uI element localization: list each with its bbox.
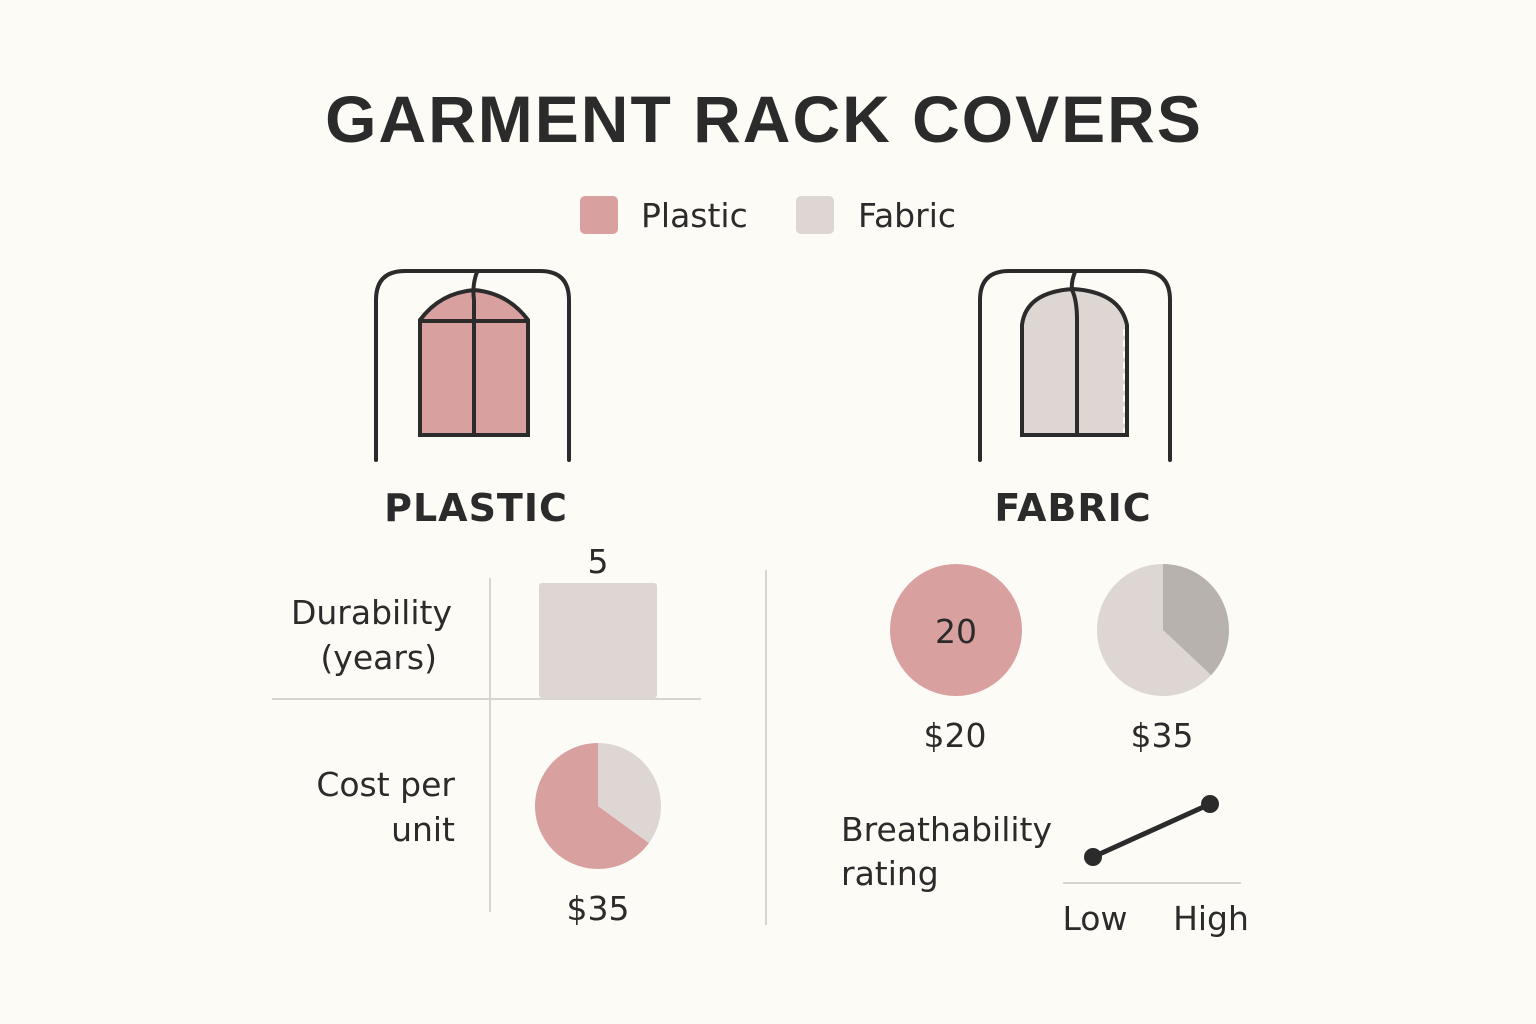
cost-value-plastic: $35 [567,889,630,928]
breathability-point [1201,795,1219,813]
garment-rack-fabric-cover-icon [978,269,1172,462]
cost-pie-plastic [535,743,662,869]
durability-label: Durability [291,593,452,632]
legend: Plastic Fabric [580,196,956,235]
pie-slice [598,743,662,844]
section-title-plastic: PLASTIC [384,486,568,530]
legend-swatch-plastic [580,196,618,234]
legend-label-fabric: Fabric [858,196,956,235]
legend-label-plastic: Plastic [641,196,748,235]
cost-label-unit: unit [391,810,455,849]
tick-label-high: High [1173,899,1249,938]
breathability-line-chart [1084,795,1219,866]
cost-value-20: $20 [924,716,987,755]
breathability-point [1084,848,1102,866]
section-title-fabric: FABRIC [994,486,1151,530]
breathability-label-2: rating [841,854,939,893]
durability-value-label: 5 [588,542,609,581]
breathability-label: Breathability [841,810,1052,849]
cost-value-fabric: $35 [1131,716,1194,755]
pie-slice [535,743,649,869]
pie-slice [1163,564,1230,676]
pie-slice [890,564,1022,696]
tick-label-low: Low [1063,899,1128,938]
cost-pie-fabric [1097,564,1230,696]
garment-rack-plastic-cover-icon [374,269,571,462]
page-title: GARMENT RACK COVERS [325,82,1203,156]
pie-center-label: 20 [935,612,977,651]
cost-label: Cost per [316,765,455,804]
pie-slice [1097,564,1212,696]
durability-label-unit: (years) [320,638,437,677]
cost-pie-20 [890,564,1022,696]
durability-bar [539,583,657,698]
legend-swatch-fabric [796,196,834,234]
breathability-line [1091,801,1212,860]
